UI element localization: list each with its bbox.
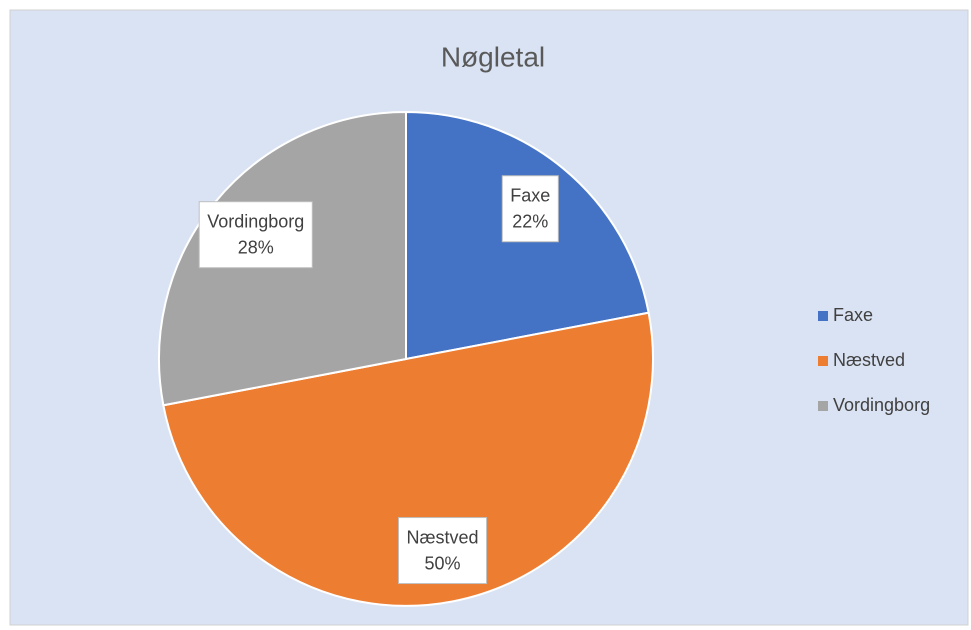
label-box xyxy=(398,517,488,585)
data-label: Faxe 22% xyxy=(501,175,559,243)
data-label: Vordingborg 28% xyxy=(198,201,313,269)
label-value: 50% xyxy=(425,553,461,573)
label-category: Vordingborg xyxy=(207,211,304,231)
label-category: Næstved xyxy=(407,527,479,547)
legend-swatch xyxy=(818,311,828,321)
label-category: Faxe xyxy=(510,185,550,205)
legend-label: Næstved xyxy=(833,350,905,370)
legend-swatch xyxy=(818,356,828,366)
legend-label: Vordingborg xyxy=(833,395,930,415)
legend-swatch xyxy=(818,401,828,411)
label-box xyxy=(501,175,559,243)
data-label: Næstved 50% xyxy=(398,517,488,585)
label-value: 28% xyxy=(238,237,274,257)
label-value: 22% xyxy=(512,211,548,231)
chart-title: Nøgletal xyxy=(441,41,545,72)
label-box xyxy=(198,201,313,269)
legend-label: Faxe xyxy=(833,305,873,325)
pie-slice xyxy=(162,311,654,607)
